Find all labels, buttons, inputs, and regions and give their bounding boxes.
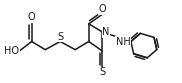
Text: S: S [57, 32, 63, 42]
Text: NH: NH [116, 37, 131, 46]
Text: O: O [28, 12, 35, 22]
Text: O: O [98, 4, 106, 14]
Text: S: S [99, 67, 105, 77]
Text: HO: HO [4, 46, 19, 56]
Text: N: N [102, 27, 110, 37]
